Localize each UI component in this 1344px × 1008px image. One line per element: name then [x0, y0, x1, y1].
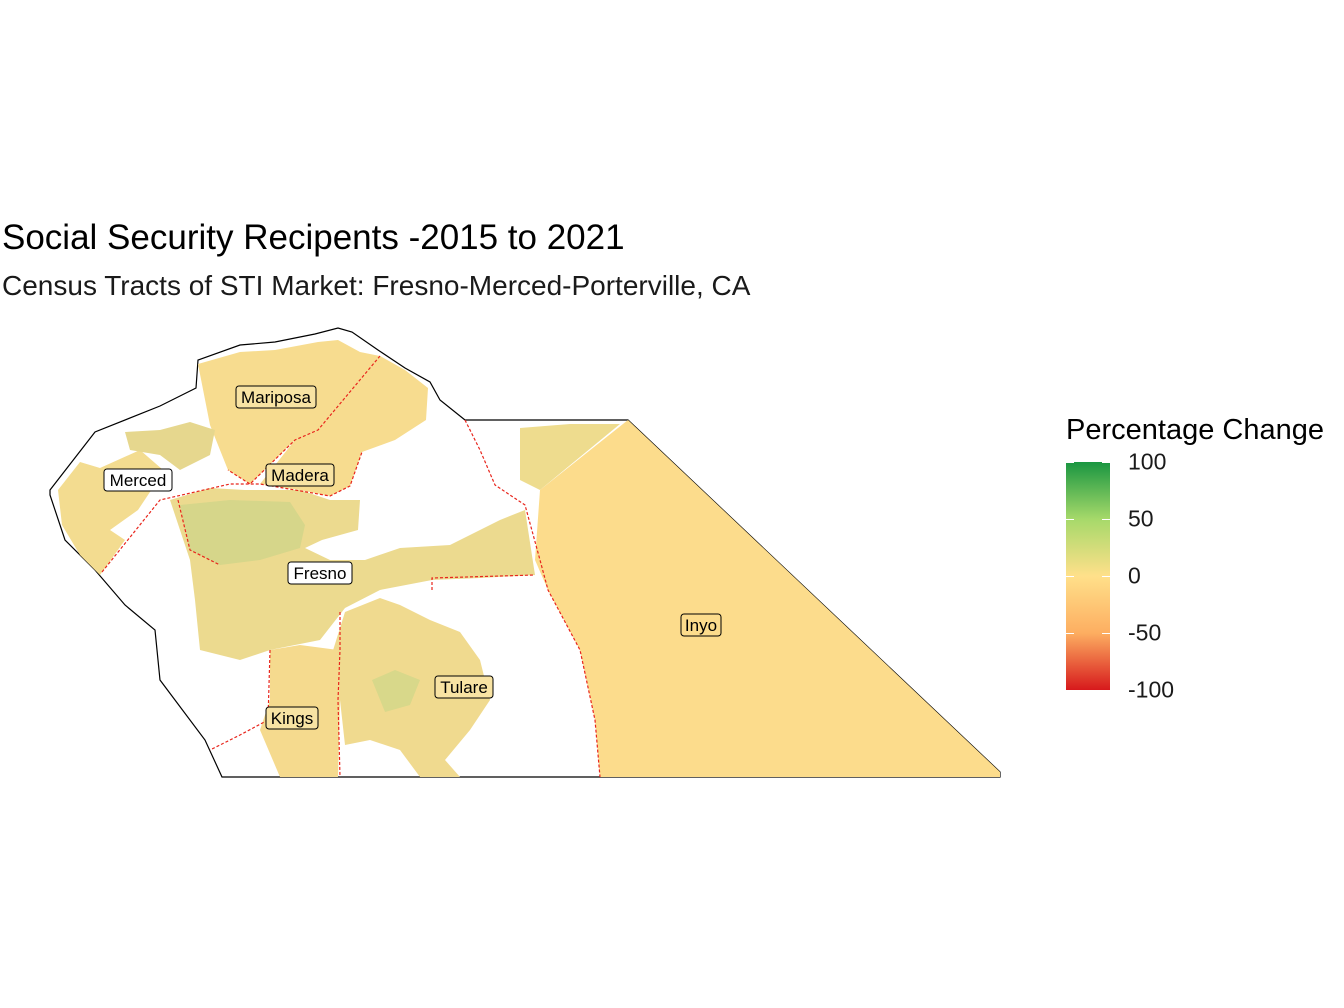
svg-text:Madera: Madera — [271, 466, 329, 485]
svg-text:Merced: Merced — [110, 471, 167, 490]
svg-text:Inyo: Inyo — [685, 616, 717, 635]
svg-text:Mariposa: Mariposa — [241, 388, 311, 407]
chart-subtitle: Census Tracts of STI Market: Fresno-Merc… — [2, 270, 751, 301]
county-label-kings: Kings — [265, 706, 319, 730]
legend-label: -50 — [1128, 619, 1162, 646]
county-label-fresno: Fresno — [287, 561, 353, 585]
tulare-green-patch — [372, 670, 420, 712]
county-label-tulare: Tulare — [434, 675, 494, 699]
legend-tick — [1066, 576, 1074, 577]
county-mariposa-tracts — [198, 340, 380, 484]
legend-tick — [1102, 633, 1110, 634]
legend-tick — [1066, 633, 1074, 634]
legend-tick — [1066, 462, 1074, 463]
legend-tick — [1066, 519, 1074, 520]
county-label-mariposa: Mariposa — [235, 385, 317, 409]
legend-label: 50 — [1128, 505, 1154, 532]
county-borders — [101, 355, 601, 778]
legend-label: 100 — [1128, 448, 1167, 475]
county-inyo-tracts — [535, 420, 1000, 777]
county-madera-tracts — [260, 356, 428, 496]
county-label-merced: Merced — [103, 468, 173, 492]
legend-tick — [1102, 576, 1110, 577]
legend-tick — [1102, 519, 1110, 520]
chart-title: Social Security Recipents -2015 to 2021 — [2, 218, 625, 257]
county-label-madera: Madera — [265, 463, 335, 487]
legend-title: Percentage Change — [1066, 414, 1324, 446]
merced-tract-patch — [125, 422, 215, 470]
svg-text:Kings: Kings — [271, 709, 314, 728]
svg-text:Fresno: Fresno — [294, 564, 347, 583]
county-label-inyo: Inyo — [680, 613, 722, 637]
legend-tick — [1102, 690, 1110, 691]
legend-tick — [1066, 690, 1074, 691]
fresno-green-area — [180, 500, 305, 565]
svg-text:Tulare: Tulare — [440, 678, 488, 697]
legend-label: -100 — [1128, 676, 1175, 703]
fresno-east-area — [520, 424, 620, 490]
legend-tick — [1102, 462, 1110, 463]
legend-label: 0 — [1128, 562, 1141, 589]
